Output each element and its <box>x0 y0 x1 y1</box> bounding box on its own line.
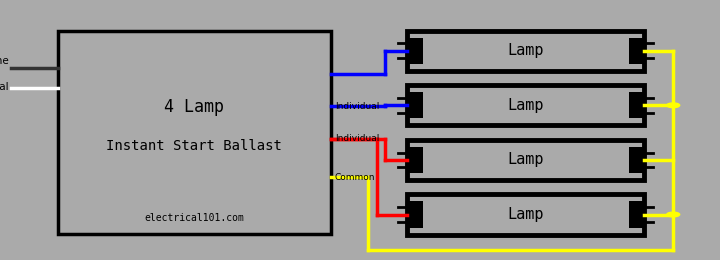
Text: Lamp: Lamp <box>508 43 544 58</box>
Text: Individual: Individual <box>335 134 379 143</box>
Text: Common: Common <box>335 173 375 182</box>
Text: Instant Start Ballast: Instant Start Ballast <box>107 139 282 153</box>
FancyBboxPatch shape <box>629 147 644 173</box>
Text: Lamp: Lamp <box>508 98 544 113</box>
Circle shape <box>667 103 680 108</box>
Text: Line: Line <box>0 56 9 66</box>
Text: 4 Lamp: 4 Lamp <box>164 98 225 116</box>
Text: electrical101.com: electrical101.com <box>145 213 244 223</box>
FancyBboxPatch shape <box>407 140 644 180</box>
Text: Individual: Individual <box>335 102 379 111</box>
FancyBboxPatch shape <box>407 30 644 71</box>
FancyBboxPatch shape <box>58 31 331 234</box>
FancyBboxPatch shape <box>629 92 644 118</box>
FancyBboxPatch shape <box>407 194 644 235</box>
Text: Lamp: Lamp <box>508 152 544 167</box>
FancyBboxPatch shape <box>407 38 423 64</box>
FancyBboxPatch shape <box>407 92 423 118</box>
FancyBboxPatch shape <box>629 202 644 228</box>
Text: Neutral: Neutral <box>0 82 9 92</box>
Text: Lamp: Lamp <box>508 207 544 222</box>
FancyBboxPatch shape <box>407 202 423 228</box>
Circle shape <box>667 212 680 217</box>
FancyBboxPatch shape <box>407 147 423 173</box>
FancyBboxPatch shape <box>629 38 644 64</box>
FancyBboxPatch shape <box>407 85 644 126</box>
